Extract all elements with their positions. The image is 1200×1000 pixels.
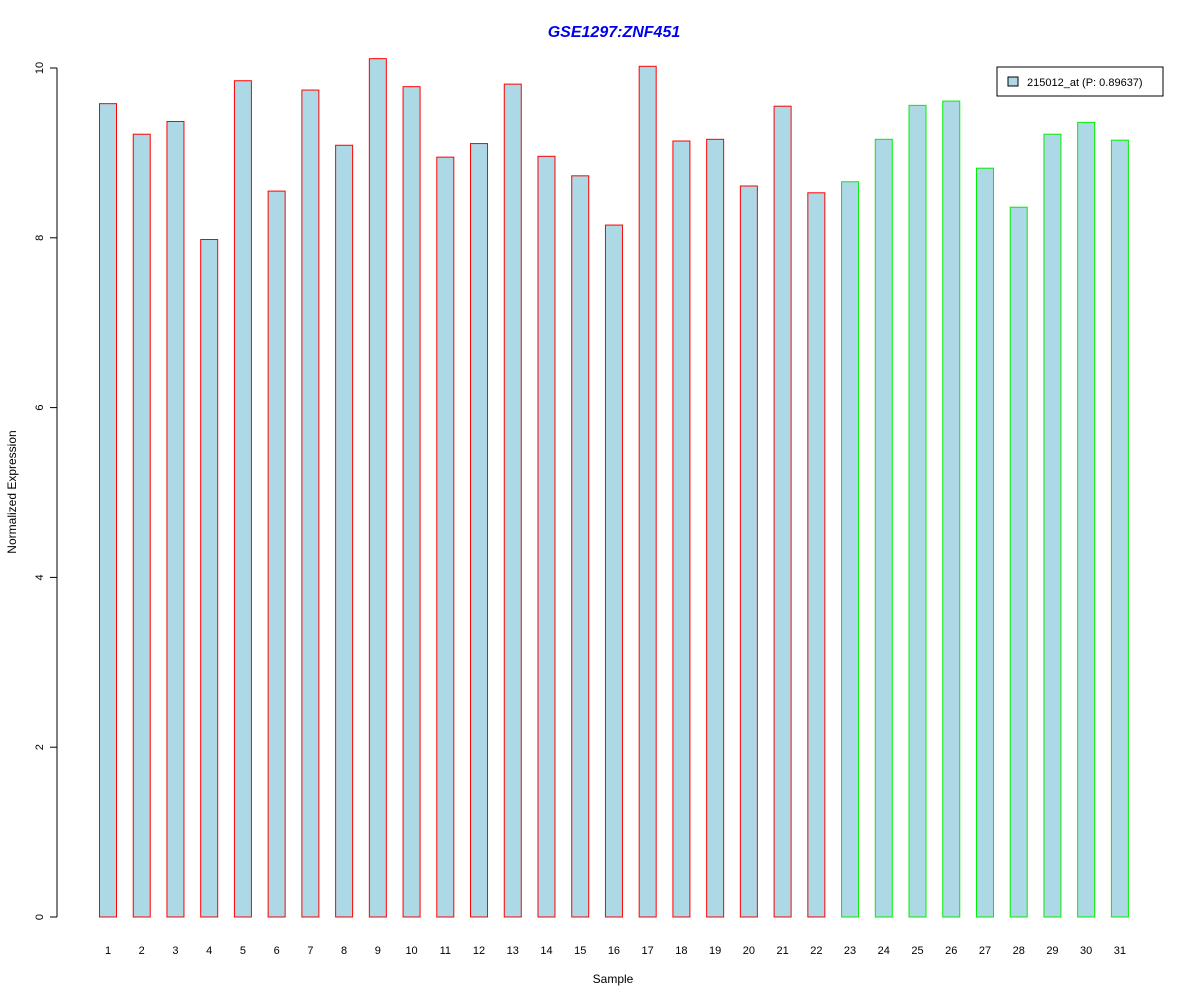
bar-sample-6 [267, 190, 286, 918]
bar-sample-19 [706, 138, 725, 918]
x-tick-label: 20 [743, 945, 755, 957]
x-tick-label: 22 [810, 945, 822, 957]
bar-sample-15 [571, 175, 590, 918]
bar-sample-4 [200, 238, 219, 918]
bar-sample-3 [166, 120, 185, 918]
bar-sample-20 [739, 185, 758, 918]
x-tick-label: 5 [240, 945, 246, 957]
x-tick-label: 4 [206, 945, 212, 957]
x-tick-label: 15 [574, 945, 586, 957]
x-tick-label: 16 [608, 945, 620, 957]
x-tick-label: 10 [405, 945, 417, 957]
x-tick-label: 8 [341, 945, 347, 957]
bar-sample-17 [638, 65, 657, 918]
bar-sample-24 [874, 138, 893, 918]
chart-title: GSE1297:ZNF451 [548, 24, 681, 41]
y-axis-label: Normalized Expression [5, 430, 19, 553]
bar-sample-8 [335, 144, 354, 918]
y-tick-label: 10 [34, 62, 46, 74]
bar-sample-14 [537, 155, 556, 918]
x-tick-label: 26 [945, 945, 957, 957]
bar-sample-22 [807, 192, 826, 918]
x-tick-label: 13 [507, 945, 519, 957]
bar-sample-13 [503, 83, 522, 918]
x-tick-label: 27 [979, 945, 991, 957]
y-tick-label: 8 [34, 235, 46, 241]
x-tick-label: 19 [709, 945, 721, 957]
bar-sample-1 [99, 103, 117, 918]
x-tick-label: 31 [1114, 945, 1126, 957]
bar-sample-27 [975, 167, 994, 918]
y-tick-label: 0 [34, 914, 46, 920]
x-tick-label: 23 [844, 945, 856, 957]
x-tick-label: 14 [540, 945, 552, 957]
x-tick-label: 7 [307, 945, 313, 957]
y-ticks: 0 2 4 6 8 10 [34, 62, 57, 920]
legend-box [996, 66, 1164, 97]
bar-sample-16 [604, 224, 623, 918]
x-tick-label: 29 [1046, 945, 1058, 957]
bar-sample-25 [908, 104, 927, 918]
bars-group [99, 58, 1129, 918]
x-tick-label: 25 [911, 945, 923, 957]
x-tick-label: 30 [1080, 945, 1092, 957]
x-tick-label: 6 [274, 945, 280, 957]
x-tick-label: 21 [776, 945, 788, 957]
bar-sample-18 [672, 140, 691, 918]
bar-sample-12 [470, 143, 489, 918]
bar-sample-5 [233, 80, 252, 918]
x-tick-label: 24 [878, 945, 890, 957]
bar-sample-21 [773, 105, 792, 918]
x-tick-label: 1 [105, 945, 111, 957]
bar-sample-28 [1009, 206, 1028, 918]
bar-sample-11 [436, 156, 455, 918]
x-tick-label: 17 [642, 945, 654, 957]
bar-sample-7 [301, 89, 320, 918]
legend: 215012_at (P: 0.89637) [996, 66, 1164, 97]
bar-sample-2 [132, 133, 151, 918]
x-tick-label: 9 [375, 945, 381, 957]
x-axis-label: Sample [593, 972, 634, 986]
bar-sample-10 [402, 86, 421, 918]
legend-swatch [1007, 76, 1019, 87]
legend-label: 215012_at (P: 0.89637) [1027, 77, 1143, 89]
bar-sample-30 [1077, 121, 1096, 918]
x-tick-label: 18 [675, 945, 687, 957]
x-tick-label: 3 [172, 945, 178, 957]
y-tick-label: 4 [34, 574, 46, 580]
x-tick-label: 28 [1013, 945, 1025, 957]
bar-sample-26 [942, 100, 961, 918]
x-tick-label: 2 [139, 945, 145, 957]
bar-sample-29 [1043, 133, 1062, 918]
bar-sample-31 [1110, 139, 1129, 918]
y-tick-label: 2 [34, 744, 46, 750]
x-tick-label: 12 [473, 945, 485, 957]
bar-sample-9 [368, 58, 387, 918]
x-tick-label: 11 [440, 945, 451, 957]
x-tick-labels: 1 2 3 4 5 6 7 8 9 10 11 12 13 14 15 16 17 18 19 20 21 22 23 24 2… [105, 945, 1126, 957]
y-tick-label: 6 [34, 405, 46, 411]
bar-sample-23 [841, 181, 860, 918]
